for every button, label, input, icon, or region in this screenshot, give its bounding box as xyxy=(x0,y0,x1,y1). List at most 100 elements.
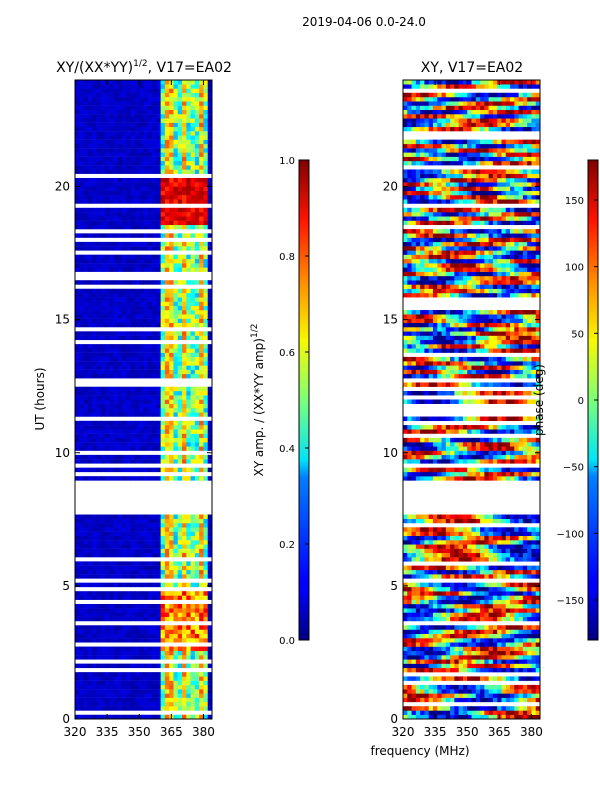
heatmap-cell xyxy=(497,535,502,541)
heatmap-cell xyxy=(92,714,97,720)
heatmap-cell xyxy=(173,301,179,306)
heatmap-cell xyxy=(182,459,187,464)
heatmap-cell xyxy=(100,569,106,575)
heatmap-cell xyxy=(92,177,97,183)
heatmap-cell xyxy=(113,118,119,123)
heatmap-cell xyxy=(182,169,187,174)
heatmap-cell xyxy=(143,322,149,328)
heatmap-cell xyxy=(156,212,162,217)
heatmap-cell xyxy=(134,267,140,272)
heatmap-cell xyxy=(407,603,412,609)
heatmap-cell xyxy=(104,535,110,541)
heatmap-cell xyxy=(462,544,468,549)
heatmap-cell xyxy=(518,548,524,554)
heatmap-cell xyxy=(134,403,140,409)
heatmap-cell xyxy=(96,118,102,123)
heatmap-cell xyxy=(92,544,97,549)
heatmap-cell xyxy=(96,331,102,336)
heatmap-cell xyxy=(203,212,209,217)
heatmap-cell xyxy=(514,625,519,630)
heatmap-cell xyxy=(79,331,84,336)
heatmap-cell xyxy=(488,710,494,715)
heatmap-cell xyxy=(428,638,434,643)
heatmap-cell xyxy=(134,224,140,230)
heatmap-cell xyxy=(143,612,149,617)
heatmap-cell xyxy=(109,689,114,694)
heatmap-cell xyxy=(182,305,187,311)
heatmap-cell xyxy=(143,569,149,575)
heatmap-cell xyxy=(182,429,187,434)
heatmap-cell xyxy=(117,633,123,639)
heatmap-cell xyxy=(173,412,179,417)
heatmap-cell xyxy=(134,612,140,617)
heatmap-cell xyxy=(177,680,183,686)
heatmap-cell xyxy=(186,322,191,328)
heatmap-cell xyxy=(134,582,140,588)
heatmap-cell xyxy=(160,442,166,447)
heatmap-cell xyxy=(100,425,106,430)
heatmap-cell xyxy=(160,663,166,669)
heatmap-cell xyxy=(130,246,136,251)
heatmap-cell xyxy=(186,267,191,272)
heatmap-cell xyxy=(411,650,417,656)
heatmap-cell xyxy=(518,693,524,698)
heatmap-cell xyxy=(437,693,442,698)
heatmap-cell xyxy=(450,595,455,600)
heatmap-cell xyxy=(488,633,494,639)
heatmap-cell xyxy=(177,655,183,660)
heatmap-cell xyxy=(134,165,140,170)
heatmap-cell xyxy=(182,523,187,528)
heatmap-cell xyxy=(190,305,196,311)
heatmap-cell xyxy=(432,629,438,634)
heatmap-cell xyxy=(173,535,179,541)
heatmap-cell xyxy=(531,595,537,600)
heatmap-cell xyxy=(169,561,174,566)
heatmap-cell xyxy=(117,212,123,217)
heatmap-cell xyxy=(535,586,541,592)
heatmap-cell xyxy=(194,633,200,639)
heatmap-cell xyxy=(194,608,200,613)
heatmap-cell xyxy=(190,135,196,140)
heatmap-cell xyxy=(445,603,451,609)
heatmap-cell xyxy=(156,165,162,170)
heatmap-cell xyxy=(75,552,80,558)
heatmap-cell xyxy=(194,344,200,349)
heatmap-cell xyxy=(83,139,89,145)
heatmap-cell xyxy=(182,101,187,106)
heatmap-cell xyxy=(505,595,511,600)
heatmap-cell xyxy=(501,697,507,703)
heatmap-cell xyxy=(203,258,209,264)
heatmap-cell xyxy=(186,531,191,537)
heatmap-cell xyxy=(194,697,200,703)
heatmap-cell xyxy=(117,420,123,426)
heatmap-cell xyxy=(182,143,187,149)
heatmap-cell xyxy=(173,625,179,630)
heatmap-cell xyxy=(190,156,196,162)
heatmap-cell xyxy=(177,650,183,656)
heatmap-cell xyxy=(186,527,191,532)
heatmap-cell xyxy=(134,263,140,268)
heatmap-cell xyxy=(100,680,106,686)
heatmap-cell xyxy=(458,595,464,600)
heatmap-cell xyxy=(92,169,97,174)
heatmap-cell xyxy=(143,608,149,613)
heatmap-cell xyxy=(535,552,541,558)
heatmap-cell xyxy=(83,454,89,460)
heatmap-cell xyxy=(467,710,472,715)
heatmap-cell xyxy=(147,190,153,196)
heatmap-cell xyxy=(147,689,153,694)
heatmap-cell xyxy=(194,318,200,324)
heatmap-cell xyxy=(207,156,213,162)
heatmap-cell xyxy=(535,714,541,720)
heatmap-cell xyxy=(177,177,183,183)
heatmap-cell xyxy=(100,565,106,571)
heatmap-cell xyxy=(203,633,209,639)
heatmap-cell xyxy=(199,373,204,379)
heatmap-cell xyxy=(117,216,123,221)
heatmap-cell xyxy=(518,582,524,588)
heatmap-cell xyxy=(475,633,481,639)
heatmap-cell xyxy=(156,126,162,132)
heatmap-cell xyxy=(130,544,136,549)
heatmap-cell xyxy=(79,199,84,204)
heatmap-cell xyxy=(454,625,460,630)
